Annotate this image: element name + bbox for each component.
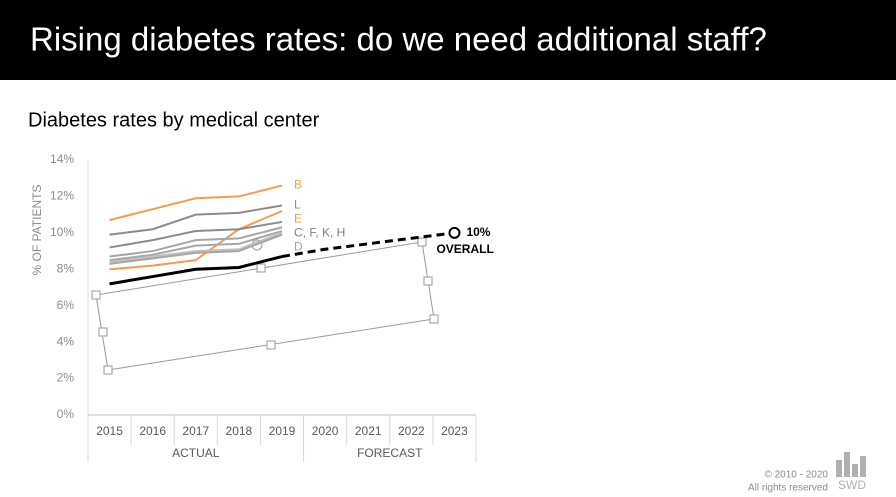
- slide-title: Rising diabetes rates: do we need additi…: [30, 21, 767, 58]
- annotation: 10%: [466, 225, 490, 239]
- y-tick-label: 0%: [57, 407, 75, 421]
- series-label: B: [294, 178, 302, 192]
- series-line: [109, 210, 283, 271]
- series-line: [281, 231, 455, 259]
- series-line: [109, 233, 283, 265]
- copyright: © 2010 - 2020: [764, 470, 828, 481]
- footer: © 2010 - 2020 All rights reserved SWD: [748, 452, 866, 494]
- series-label: E: [294, 212, 302, 226]
- x-tick-label: 2019: [269, 424, 296, 438]
- rights: All rights reserved: [748, 483, 828, 494]
- x-tick-label: 2021: [355, 424, 382, 438]
- series-line: [109, 220, 283, 249]
- x-tick-label: 2022: [398, 424, 425, 438]
- x-tick-label: 2020: [312, 424, 339, 438]
- group-label: ACTUAL: [172, 446, 220, 460]
- end-marker: [448, 226, 461, 239]
- y-tick-label: 14%: [50, 152, 74, 166]
- series-label: C, F, K, H: [294, 226, 345, 240]
- series-line: [109, 204, 283, 236]
- series-line: [109, 255, 283, 286]
- series-line: [109, 226, 283, 258]
- series-line: [109, 231, 283, 263]
- x-tick-label: 2015: [96, 424, 123, 438]
- group-label: FORECAST: [357, 446, 423, 460]
- x-tick-label: 2023: [441, 424, 468, 438]
- annotation: OVERALL: [436, 242, 493, 256]
- series-label: L: [294, 198, 301, 212]
- brand: SWD: [838, 478, 866, 492]
- series-line: [109, 230, 283, 262]
- x-tick-label: 2018: [226, 424, 253, 438]
- x-tick-label: 2017: [182, 424, 209, 438]
- y-tick-label: 12%: [50, 189, 74, 203]
- y-tick-label: 6%: [57, 298, 75, 312]
- series-line: [109, 184, 283, 222]
- y-tick-label: 10%: [50, 225, 74, 239]
- series-label: D: [294, 240, 303, 254]
- y-axis-label: % OF PATIENTS: [30, 185, 44, 276]
- chart-title: Diabetes rates by medical center: [28, 109, 320, 131]
- x-tick-label: 2016: [139, 424, 166, 438]
- y-tick-label: 4%: [57, 334, 75, 348]
- y-tick-label: 8%: [57, 261, 75, 275]
- header-bar: [0, 0, 896, 80]
- y-tick-label: 2%: [57, 371, 75, 385]
